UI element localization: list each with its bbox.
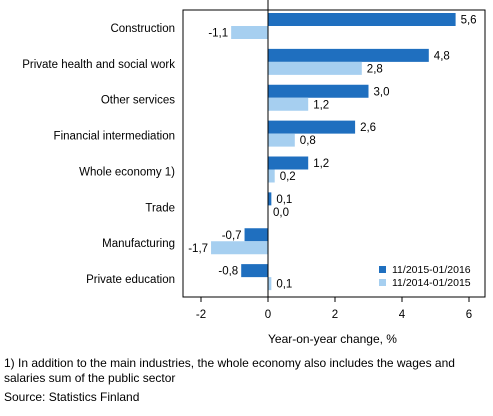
bar-chart: -2 0 2 4 6 Construction 5,6 -1,1 Private health… [22, 0, 486, 346]
data-label: 4,8 [434, 50, 450, 62]
data-label: 3,0 [374, 86, 390, 98]
x-tick-label: 2 [332, 309, 338, 321]
bar-series-2 [231, 26, 268, 39]
bar-series-1 [268, 13, 456, 26]
data-label: 2,8 [367, 63, 383, 75]
bars-layer [211, 13, 456, 291]
bar-series-2 [268, 133, 295, 147]
plot-area-frame [182, 9, 486, 298]
category-label: Whole economy 1) [79, 166, 175, 178]
data-label: -0,8 [218, 266, 238, 278]
data-label: 0,0 [273, 207, 289, 219]
category-label: Other services [101, 95, 175, 107]
data-label: 1,2 [313, 99, 329, 111]
legend-swatch [379, 266, 386, 273]
data-label: -1,7 [188, 243, 208, 255]
data-label: 0,2 [280, 171, 296, 183]
data-label: -0,7 [222, 230, 242, 242]
source-note: Source: Statistics Finland [4, 390, 140, 404]
bar-series-1 [268, 84, 369, 98]
labels-layer: Construction 5,6 -1,1 Private health and so… [22, 15, 476, 291]
bar-series-1 [244, 228, 268, 242]
bar-series-1 [268, 156, 309, 170]
category-label: Private education [86, 274, 175, 286]
legend-entry: 11/2014-01/2015 [392, 277, 471, 289]
bar-series-1 [268, 120, 356, 134]
bar-series-2 [268, 61, 362, 75]
bar-series-2 [211, 241, 268, 255]
legend-entry: 11/2015-01/2016 [392, 264, 471, 276]
data-label: 0,8 [300, 135, 316, 147]
x-tick-label: 4 [399, 309, 406, 321]
bar-series-1 [268, 48, 429, 62]
category-label: Manufacturing [102, 238, 175, 250]
x-axis-label: Year-on-year change, % [268, 332, 397, 346]
bar-series-2 [268, 97, 309, 111]
data-label: 5,6 [461, 15, 477, 27]
category-label: Private health and social work [22, 59, 175, 71]
data-label: 1,2 [313, 158, 329, 170]
axis-layer: -2 0 2 4 6 [182, 0, 486, 321]
legend-swatch [379, 279, 386, 286]
footnote: 1) In addition to the main industries, t… [4, 356, 455, 385]
category-label: Financial intermediation [54, 131, 175, 143]
data-label: 0,1 [276, 279, 292, 291]
category-label: Construction [110, 23, 175, 35]
bar-series-2 [268, 169, 275, 183]
bar-series-2 [268, 277, 272, 291]
data-label: 0,1 [276, 194, 292, 206]
x-tick-label: -2 [196, 309, 206, 321]
category-label: Trade [145, 202, 175, 214]
x-tick-label: 6 [466, 309, 472, 321]
x-tick-label: 0 [265, 309, 271, 321]
bar-series-1 [268, 192, 272, 206]
data-label: -1,1 [208, 28, 228, 40]
bar-series-1 [241, 264, 268, 278]
data-label: 2,6 [360, 122, 376, 134]
